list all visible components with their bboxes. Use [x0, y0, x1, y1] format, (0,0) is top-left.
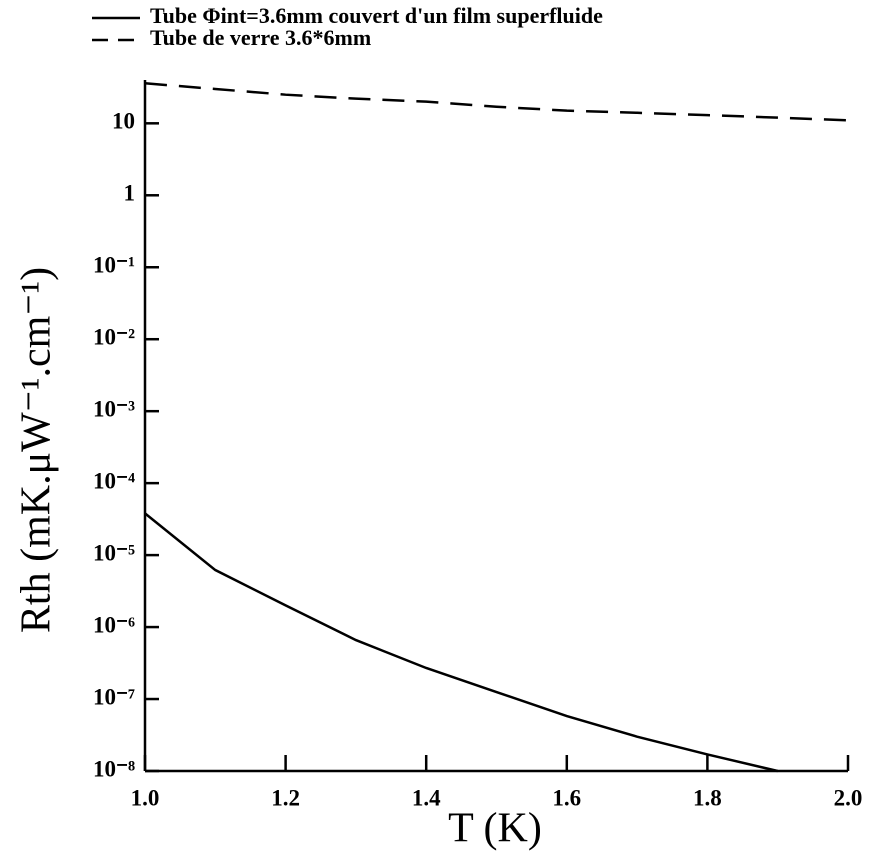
- series-line: [144, 82, 849, 122]
- y-tick-label: 10⁻²: [93, 324, 135, 349]
- y-tick-label: 10⁻³: [93, 396, 135, 421]
- x-tick-label: 1.2: [271, 785, 300, 810]
- y-tick-label: 10⁻⁷: [93, 684, 135, 709]
- legend-label: Tube de verre 3.6*6mm: [150, 25, 371, 50]
- x-tick-label: 1.0: [131, 785, 160, 810]
- y-tick-label: 10⁻⁶: [93, 612, 135, 637]
- x-tick-label: 1.8: [693, 785, 722, 810]
- y-axis-label: Rth (mK.μW⁻¹.cm⁻¹): [14, 267, 60, 633]
- x-axis-label: T (K): [448, 806, 542, 852]
- y-tick-label: 10⁻¹: [93, 253, 135, 278]
- legend-label: Tube Φint=3.6mm couvert d'un film superf…: [150, 3, 603, 28]
- y-tick-label: 10: [112, 109, 135, 134]
- x-tick-label: 2.0: [834, 785, 863, 810]
- y-tick-label: 10⁻⁸: [93, 756, 135, 781]
- y-tick-label: 10⁻⁵: [93, 540, 135, 565]
- x-tick-label: 1.4: [412, 785, 441, 810]
- x-tick-label: 1.6: [552, 785, 581, 810]
- series-line: [144, 512, 778, 773]
- y-tick-label: 10⁻⁴: [93, 468, 135, 493]
- y-tick-label: 1: [124, 181, 136, 206]
